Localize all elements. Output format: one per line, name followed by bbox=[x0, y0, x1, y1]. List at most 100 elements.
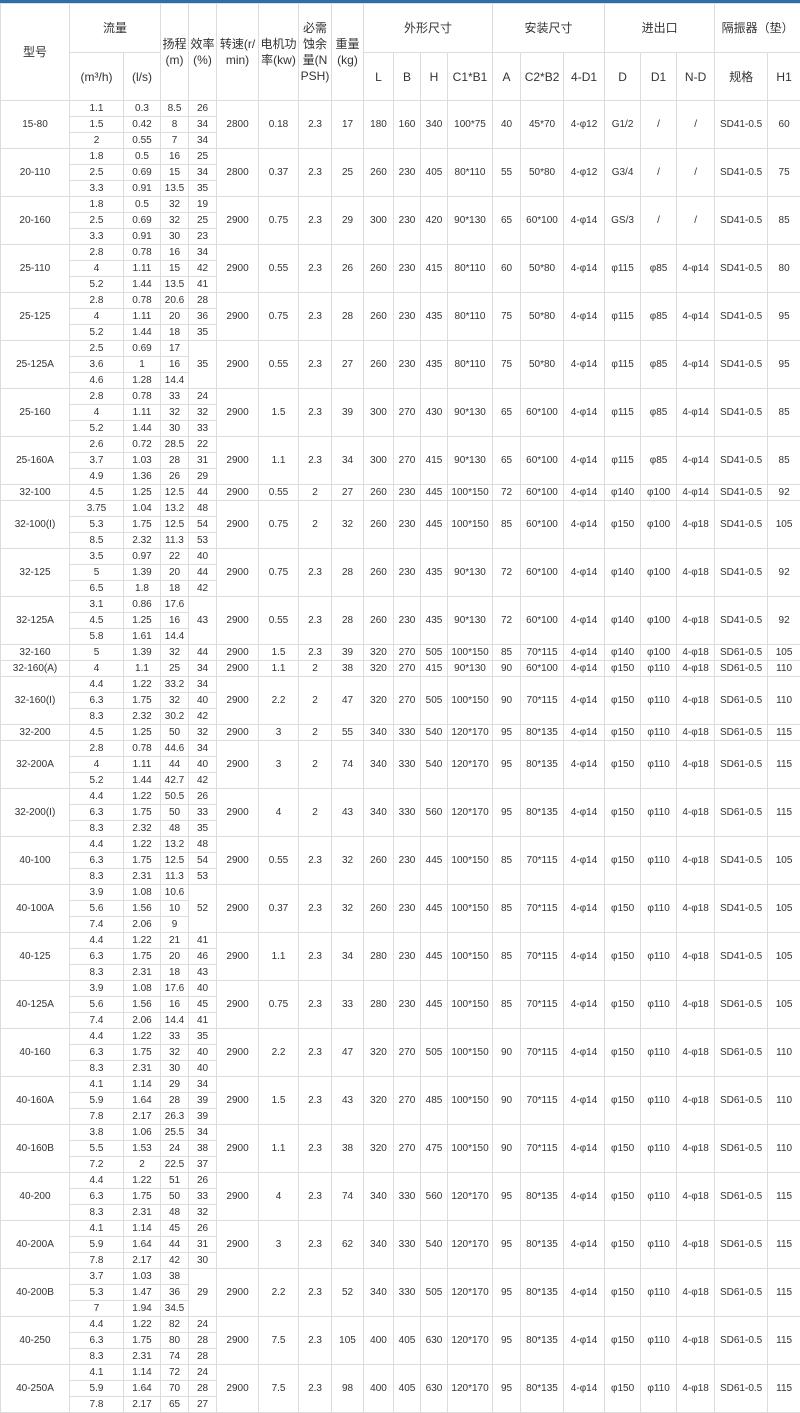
model-cell: 25-110 bbox=[1, 245, 70, 293]
power-cell: 7.5 bbox=[259, 1317, 299, 1365]
a-cell: 72 bbox=[493, 485, 521, 501]
flow-ls-cell: 0.78 bbox=[124, 293, 161, 309]
b-cell: 270 bbox=[394, 1125, 421, 1173]
weight-cell: 105 bbox=[332, 1317, 364, 1365]
weight-cell: 17 bbox=[332, 101, 364, 149]
efficiency-cell: 35 bbox=[189, 341, 217, 389]
header-speed: 转速(r/min) bbox=[217, 4, 259, 101]
h-cell: 435 bbox=[421, 293, 448, 341]
a-cell: 90 bbox=[493, 661, 521, 677]
flow-m3h-cell: 7.8 bbox=[70, 1253, 124, 1269]
efficiency-cell: 44 bbox=[189, 645, 217, 661]
flow-ls-cell: 2.31 bbox=[124, 1205, 161, 1221]
model-cell: 40-200B bbox=[1, 1269, 70, 1317]
flow-ls-cell: 0.69 bbox=[124, 165, 161, 181]
h1-cell: 60 bbox=[768, 101, 800, 149]
power-cell: 1.1 bbox=[259, 661, 299, 677]
h1-cell: 105 bbox=[768, 933, 800, 981]
header-sub-4: A bbox=[493, 53, 521, 101]
weight-cell: 25 bbox=[332, 149, 364, 197]
flow-m3h-cell: 4 bbox=[70, 405, 124, 421]
efficiency-cell: 53 bbox=[189, 533, 217, 549]
speed-cell: 2900 bbox=[217, 677, 259, 725]
efficiency-cell: 26 bbox=[189, 101, 217, 117]
c2b2-cell: 80*135 bbox=[521, 1269, 564, 1317]
flow-ls-cell: 0.91 bbox=[124, 181, 161, 197]
efficiency-cell: 28 bbox=[189, 1333, 217, 1349]
flow-ls-cell: 2 bbox=[124, 1157, 161, 1173]
a-cell: 95 bbox=[493, 1173, 521, 1221]
flow-ls-cell: 0.69 bbox=[124, 213, 161, 229]
d1-cell: φ110 bbox=[641, 677, 677, 725]
l-cell: 320 bbox=[364, 661, 394, 677]
b-cell: 270 bbox=[394, 389, 421, 437]
d-cell: φ115 bbox=[605, 293, 641, 341]
power-cell: 1.5 bbox=[259, 1077, 299, 1125]
efficiency-cell: 41 bbox=[189, 277, 217, 293]
l-cell: 340 bbox=[364, 1221, 394, 1269]
nd-cell: 4-φ18 bbox=[677, 1173, 715, 1221]
c1b1-cell: 120*170 bbox=[448, 1317, 493, 1365]
flow-ls-cell: 0.86 bbox=[124, 597, 161, 613]
d-cell: φ150 bbox=[605, 933, 641, 981]
b-cell: 270 bbox=[394, 1029, 421, 1077]
weight-cell: 32 bbox=[332, 885, 364, 933]
d-cell: φ150 bbox=[605, 1029, 641, 1077]
efficiency-cell: 42 bbox=[189, 709, 217, 725]
head-cell: 8 bbox=[161, 117, 189, 133]
speed-cell: 2900 bbox=[217, 1029, 259, 1077]
header-sub-2: H bbox=[421, 53, 448, 101]
model-cell: 40-250A bbox=[1, 1365, 70, 1413]
flow-ls-cell: 1.39 bbox=[124, 565, 161, 581]
head-cell: 33 bbox=[161, 1029, 189, 1045]
efficiency-cell: 24 bbox=[189, 1365, 217, 1381]
flow-m3h-cell: 3.7 bbox=[70, 453, 124, 469]
header-sub-0: L bbox=[364, 53, 394, 101]
d-cell: φ150 bbox=[605, 1317, 641, 1365]
c1b1-cell: 90*130 bbox=[448, 597, 493, 645]
flow-m3h-cell: 1.5 bbox=[70, 117, 124, 133]
b-cell: 330 bbox=[394, 1221, 421, 1269]
efficiency-cell: 40 bbox=[189, 693, 217, 709]
head-cell: 70 bbox=[161, 1381, 189, 1397]
h1-cell: 95 bbox=[768, 293, 800, 341]
head-cell: 8.5 bbox=[161, 101, 189, 117]
d1-cell: φ110 bbox=[641, 661, 677, 677]
flow-m3h-cell: 8.3 bbox=[70, 709, 124, 725]
c1b1-cell: 100*150 bbox=[448, 933, 493, 981]
efficiency-cell: 35 bbox=[189, 821, 217, 837]
flow-ls-cell: 0.3 bbox=[124, 101, 161, 117]
flow-m3h-cell: 8.3 bbox=[70, 965, 124, 981]
head-cell: 80 bbox=[161, 1333, 189, 1349]
head-cell: 30 bbox=[161, 229, 189, 245]
h-cell: 560 bbox=[421, 789, 448, 837]
l-cell: 340 bbox=[364, 789, 394, 837]
l-cell: 340 bbox=[364, 725, 394, 741]
npsh-cell: 2 bbox=[299, 725, 332, 741]
header-sub-10: 规格 bbox=[715, 53, 768, 101]
efficiency-cell: 42 bbox=[189, 773, 217, 789]
l-cell: 320 bbox=[364, 1125, 394, 1173]
header-sub-1: B bbox=[394, 53, 421, 101]
weight-cell: 47 bbox=[332, 1029, 364, 1077]
h1-cell: 115 bbox=[768, 741, 800, 789]
flow-m3h-cell: 4.1 bbox=[70, 1077, 124, 1093]
weight-cell: 32 bbox=[332, 837, 364, 885]
flow-m3h-cell: 5.9 bbox=[70, 1237, 124, 1253]
power-cell: 1.1 bbox=[259, 437, 299, 485]
header-install: 安装尺寸 bbox=[493, 4, 605, 53]
flow-ls-cell: 1.08 bbox=[124, 885, 161, 901]
power-cell: 1.5 bbox=[259, 645, 299, 661]
efficiency-cell: 39 bbox=[189, 1109, 217, 1125]
h-cell: 560 bbox=[421, 1173, 448, 1221]
flow-ls-cell: 0.5 bbox=[124, 149, 161, 165]
flow-m3h-cell: 4 bbox=[70, 261, 124, 277]
h-cell: 445 bbox=[421, 981, 448, 1029]
l-cell: 280 bbox=[364, 981, 394, 1029]
d-cell: φ140 bbox=[605, 485, 641, 501]
h1-cell: 105 bbox=[768, 501, 800, 549]
flow-m3h-cell: 7.8 bbox=[70, 1109, 124, 1125]
h1-cell: 105 bbox=[768, 885, 800, 933]
flow-m3h-cell: 5.9 bbox=[70, 1381, 124, 1397]
